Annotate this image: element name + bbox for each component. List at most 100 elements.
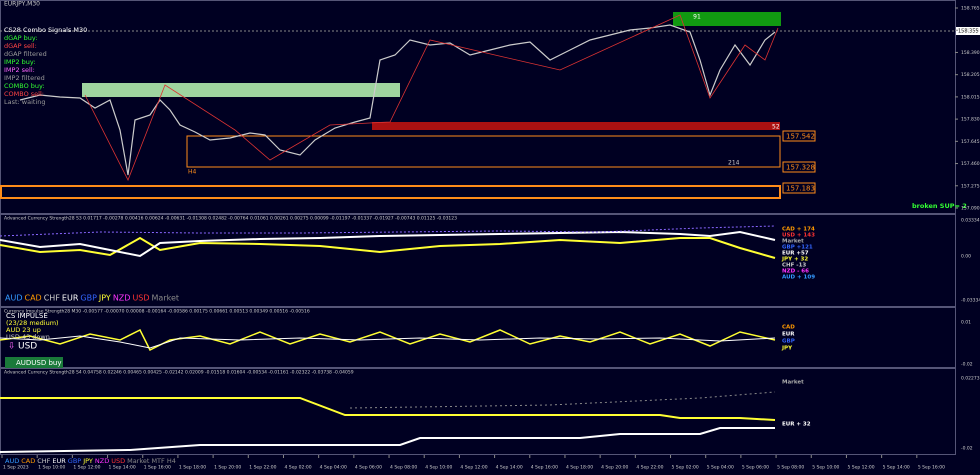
resistance-zone bbox=[372, 122, 780, 130]
time-label: 5 Sep 02:00 bbox=[672, 465, 699, 471]
currency-legend: MTF H4 bbox=[151, 457, 175, 465]
legend-entry: COMBO buy: bbox=[4, 82, 45, 90]
currency-legend: AUD bbox=[5, 457, 19, 465]
price-tick-label: 158.765 bbox=[961, 6, 980, 12]
currency-label: AUD + 109 bbox=[782, 275, 815, 281]
time-label: 1 Sep 18:00 bbox=[179, 465, 206, 471]
currency-legend: GBP bbox=[80, 294, 97, 303]
zone-label: 52 bbox=[772, 124, 780, 131]
legend-entry: IMP2 filtered bbox=[4, 74, 45, 82]
time-label: 5 Sep 16:00 bbox=[918, 465, 945, 471]
currency-legend: USD bbox=[111, 457, 125, 465]
zone-label: 91 bbox=[693, 14, 701, 21]
legend-entry: CS28 Combo Signals M30 bbox=[4, 26, 87, 34]
axis-tick-label: -0.03334 bbox=[961, 298, 980, 304]
status: broken SUP= 2 bbox=[912, 202, 967, 210]
time-label: 1 Sep 20:00 bbox=[214, 465, 241, 471]
axis-tick-label: 0.02273 bbox=[961, 376, 980, 382]
price-tick-label: 158.205 bbox=[961, 72, 980, 78]
currency-legend: NZD bbox=[95, 457, 109, 465]
time-label: 4 Sep 02:00 bbox=[284, 465, 311, 471]
legend-entry: dGAP buy: bbox=[4, 34, 37, 42]
currency-label: Market bbox=[782, 239, 804, 245]
time-label: 4 Sep 12:00 bbox=[460, 465, 487, 471]
price-tick-label: 157.460 bbox=[961, 161, 980, 167]
level-tag bbox=[782, 182, 816, 194]
price-tick-label: 158.390 bbox=[961, 50, 980, 56]
price-tag bbox=[956, 27, 980, 35]
zone-label: H4 bbox=[188, 169, 197, 176]
signal-label[interactable]: AUDUSD buy bbox=[16, 359, 62, 367]
currency-legend: JPY bbox=[98, 294, 111, 303]
currency-legend: CAD bbox=[25, 294, 42, 303]
legend-entry: IMP2 buy: bbox=[4, 58, 35, 66]
signal-button[interactable] bbox=[5, 357, 63, 368]
time-label: 1 Sep 2023 bbox=[3, 465, 29, 471]
price-tick-label: 157.645 bbox=[961, 139, 980, 145]
currency-legend: EUR bbox=[52, 457, 66, 465]
eur-strength bbox=[0, 230, 776, 258]
legend-entry: dGAP filtered bbox=[4, 50, 47, 58]
currency-legend: Market bbox=[127, 457, 150, 465]
axis-tick-label: -0.02 bbox=[961, 362, 973, 368]
time-label: 4 Sep 16:00 bbox=[531, 465, 558, 471]
time-label: 4 Sep 06:00 bbox=[355, 465, 382, 471]
panel-header: Advanced Currency Strength28 S4 0.04758 … bbox=[4, 370, 354, 376]
time-label: 4 Sep 08:00 bbox=[390, 465, 417, 471]
zone-label: 214 bbox=[728, 160, 740, 167]
jpy-strength-2 bbox=[0, 397, 776, 421]
legend-entry: Last: waiting bbox=[4, 98, 46, 106]
market-dots bbox=[349, 391, 776, 409]
currency-label: GBP +121 bbox=[782, 245, 813, 251]
axis-tick-label: 0.03334 bbox=[961, 218, 980, 224]
time-label: 4 Sep 10:00 bbox=[425, 465, 452, 471]
time-label: 5 Sep 14:00 bbox=[883, 465, 910, 471]
time-label: 1 Sep 14:00 bbox=[109, 465, 136, 471]
currency-legend: GBP bbox=[68, 457, 81, 465]
currency-legend: CHF bbox=[44, 294, 61, 303]
level-tag bbox=[782, 161, 816, 173]
zigzag bbox=[84, 14, 779, 181]
window-title: EURJPY,M30 bbox=[4, 1, 40, 8]
time-label: 5 Sep 08:00 bbox=[777, 465, 804, 471]
currency-label: JPY + 32 bbox=[781, 257, 808, 263]
time-label: 1 Sep 12:00 bbox=[73, 465, 100, 471]
axis-tick-label: 0.00 bbox=[961, 254, 971, 260]
impulse-up: AUD 23 up bbox=[6, 326, 41, 334]
currency-legend: CAD bbox=[21, 457, 35, 465]
price-tick-label: 157.275 bbox=[961, 183, 980, 189]
impulse-down: USD 43 down bbox=[6, 333, 50, 341]
jpy-strength bbox=[0, 236, 776, 259]
level-tag bbox=[782, 130, 816, 142]
time-label: 1 Sep 22:00 bbox=[249, 465, 276, 471]
time-label: 4 Sep 18:00 bbox=[566, 465, 593, 471]
currency-legend: Market bbox=[152, 294, 180, 303]
time-label: 4 Sep 20:00 bbox=[601, 465, 628, 471]
axis-tick-label: 0.01 bbox=[961, 320, 971, 326]
price-tick-label: 158.015 bbox=[961, 94, 980, 100]
impulse-strength: (23/28 medium) bbox=[6, 319, 59, 327]
panel-header: Advanced Currency Strength28 S3 0.01717 … bbox=[4, 216, 457, 222]
level-label: 157.328 bbox=[786, 164, 815, 172]
legend-entry: COMBO sell: bbox=[4, 90, 44, 98]
current-price: 158.355 bbox=[958, 29, 979, 35]
price-tick-label: 157.830 bbox=[961, 117, 980, 123]
level-label: 157.542 bbox=[786, 133, 815, 141]
axis-tick-label: -0.02 bbox=[961, 446, 973, 452]
time-label: 1 Sep 10:00 bbox=[38, 465, 65, 471]
supply-zone bbox=[673, 12, 781, 26]
time-label: 5 Sep 10:00 bbox=[812, 465, 839, 471]
support-zone-inner bbox=[2, 187, 779, 197]
currency-label: EUR +57 bbox=[782, 251, 809, 257]
legend-entry: IMP2 sell: bbox=[4, 66, 35, 74]
currency-label: CHF -13 bbox=[782, 263, 806, 269]
time-label: 5 Sep 04:00 bbox=[707, 465, 734, 471]
panel-header: Currency Impulse Strength28 M30 -0.00577… bbox=[4, 309, 310, 315]
time-label: 1 Sep 16:00 bbox=[144, 465, 171, 471]
currency-label: EUR + 32 bbox=[782, 422, 811, 428]
impulse-title: CS IMPULSE bbox=[6, 312, 48, 320]
legend-entry: dGAP sell: bbox=[4, 42, 37, 50]
currency-legend: JPY bbox=[82, 457, 93, 465]
